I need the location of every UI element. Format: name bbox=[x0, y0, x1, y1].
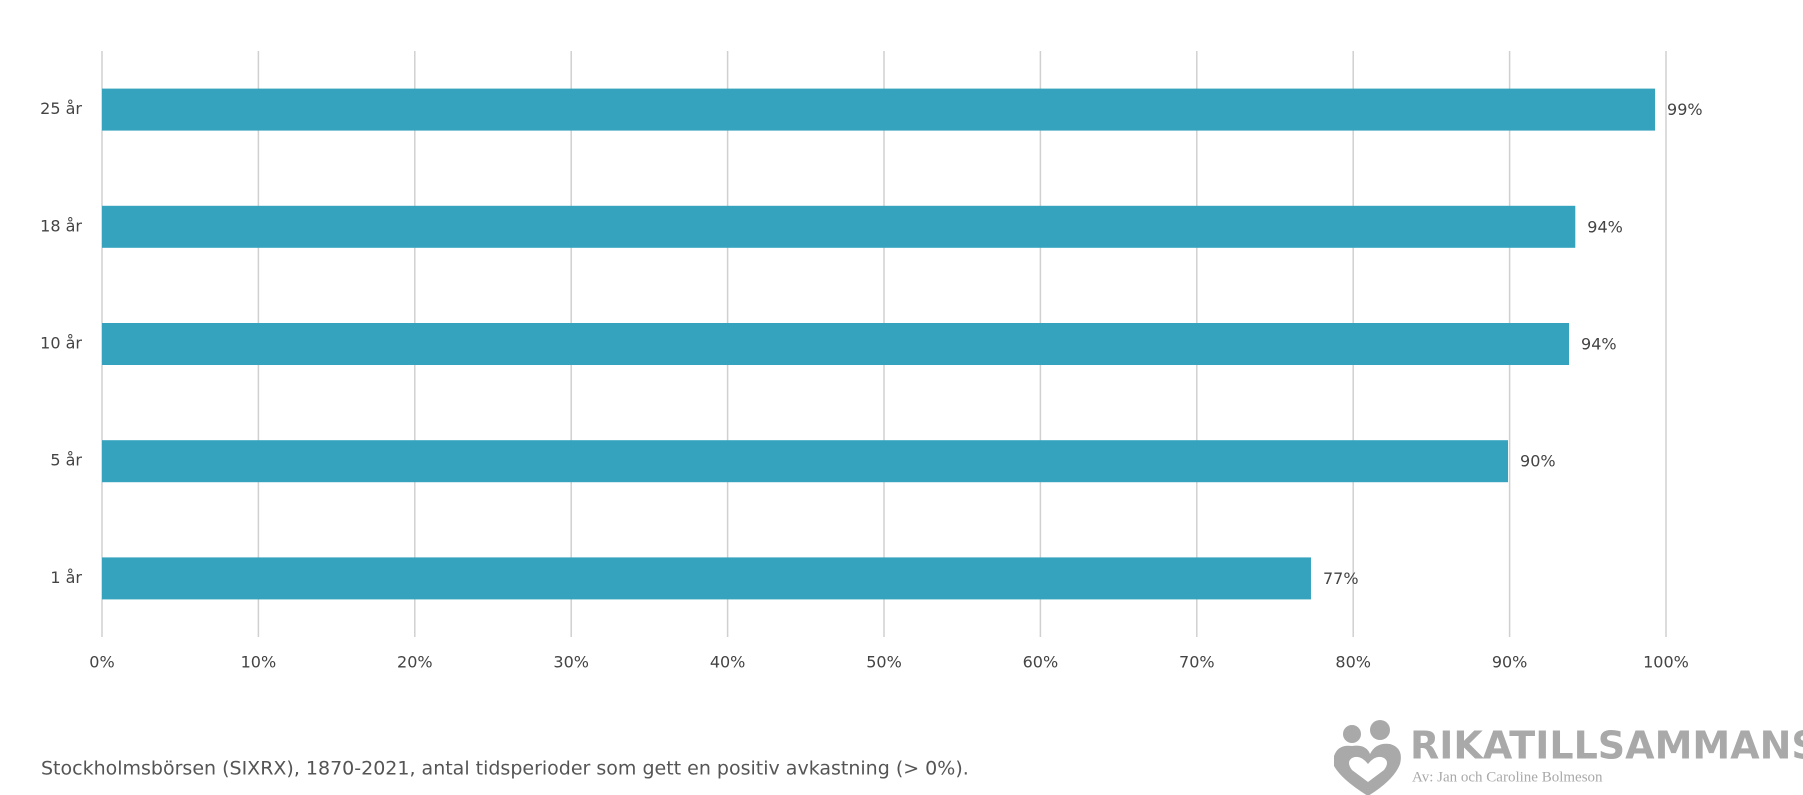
value-label: 94% bbox=[1581, 335, 1617, 354]
value-label: 90% bbox=[1520, 452, 1556, 471]
logo-name: RIKATILLSAMMANS bbox=[1410, 724, 1803, 768]
y-tick-label: 1 år bbox=[50, 568, 82, 587]
logo: RIKATILLSAMMANS Av: Jan och Caroline Bol… bbox=[1334, 720, 1803, 795]
x-tick-label: 20% bbox=[397, 653, 433, 672]
y-tick-label: 5 år bbox=[50, 451, 82, 470]
x-tick-label: 30% bbox=[553, 653, 589, 672]
value-label: 77% bbox=[1323, 569, 1359, 588]
bar bbox=[102, 205, 1576, 248]
y-tick-label: 10 år bbox=[40, 334, 82, 353]
x-tick-label: 50% bbox=[866, 653, 902, 672]
x-tick-label: 60% bbox=[1023, 653, 1059, 672]
value-label: 99% bbox=[1667, 100, 1703, 119]
logo-tagline: Av: Jan och Caroline Bolmeson bbox=[1412, 769, 1603, 785]
x-tick-label: 0% bbox=[89, 653, 114, 672]
x-tick-label: 90% bbox=[1492, 653, 1528, 672]
x-tick-label: 80% bbox=[1335, 653, 1371, 672]
x-tick-label: 70% bbox=[1179, 653, 1215, 672]
y-tick-label: 25 år bbox=[40, 99, 82, 118]
x-tick-label: 100% bbox=[1643, 653, 1689, 672]
y-tick-label: 18 år bbox=[40, 216, 82, 235]
value-label: 94% bbox=[1587, 217, 1623, 236]
bar bbox=[102, 440, 1509, 483]
bar bbox=[102, 557, 1311, 600]
x-tick-label: 10% bbox=[241, 653, 277, 672]
bar bbox=[102, 88, 1656, 131]
caption: Stockholmsbörsen (SIXRX), 1870-2021, ant… bbox=[41, 758, 969, 780]
x-tick-label: 40% bbox=[710, 653, 746, 672]
bar bbox=[102, 323, 1570, 365]
logo-icon bbox=[1334, 720, 1401, 795]
